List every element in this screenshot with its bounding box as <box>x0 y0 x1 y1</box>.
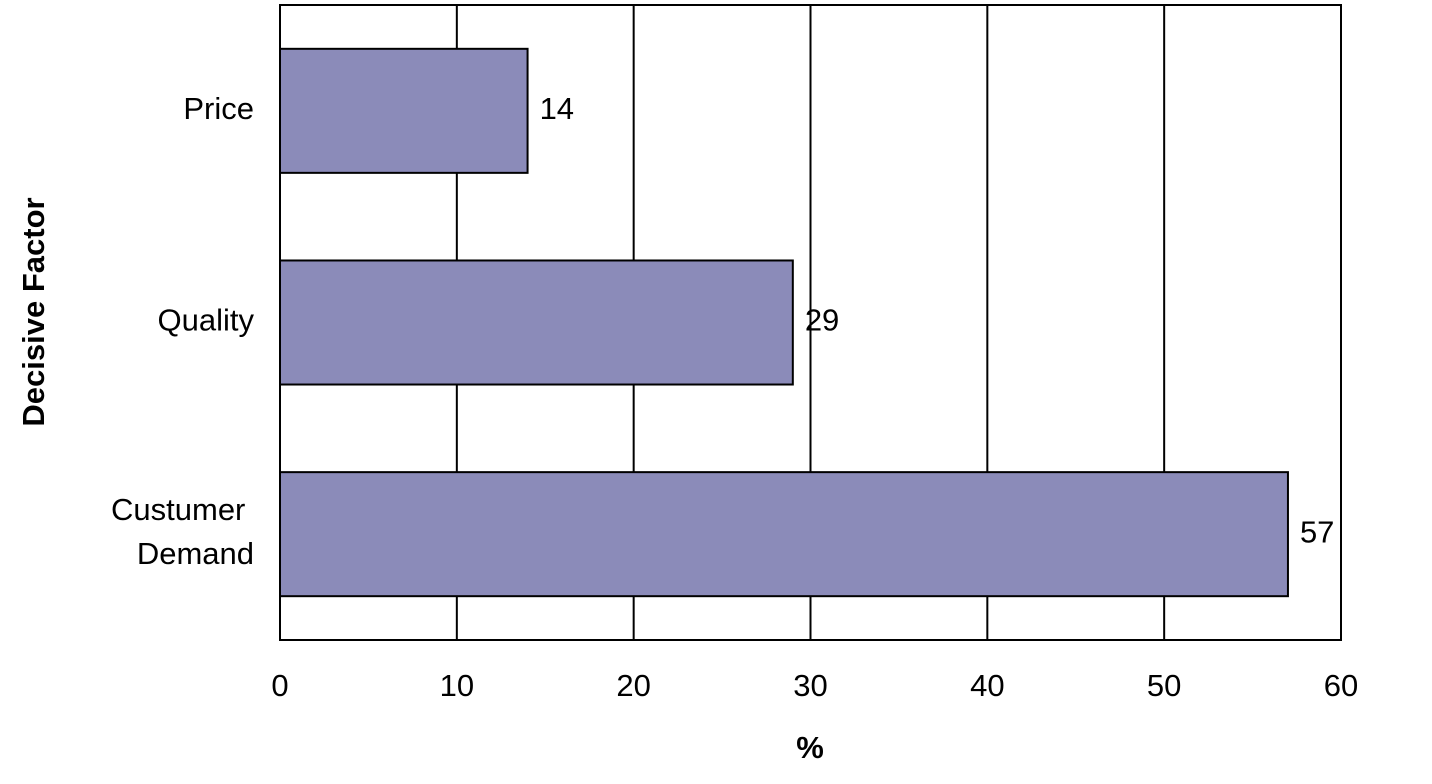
value-label: 57 <box>1300 514 1334 549</box>
x-tick-label: 20 <box>616 668 650 703</box>
bar <box>279 259 794 386</box>
x-tick-label: 30 <box>793 668 827 703</box>
y-tick-label: Price <box>183 91 254 126</box>
value-label: 29 <box>805 303 839 338</box>
x-tick-label: 60 <box>1324 668 1358 703</box>
x-tick-label: 50 <box>1147 668 1181 703</box>
x-tick-label: 40 <box>970 668 1004 703</box>
bar <box>279 471 1289 598</box>
value-label: 14 <box>540 91 574 126</box>
x-tick-label: 0 <box>271 668 288 703</box>
y-tick-label: Quality <box>158 303 255 338</box>
x-tick-label: 10 <box>440 668 474 703</box>
y-axis-label: Decisive Factor <box>16 197 51 426</box>
x-axis-label: % <box>796 730 824 765</box>
y-tick-label: Custumer Demand <box>111 492 254 571</box>
bar <box>279 47 529 174</box>
